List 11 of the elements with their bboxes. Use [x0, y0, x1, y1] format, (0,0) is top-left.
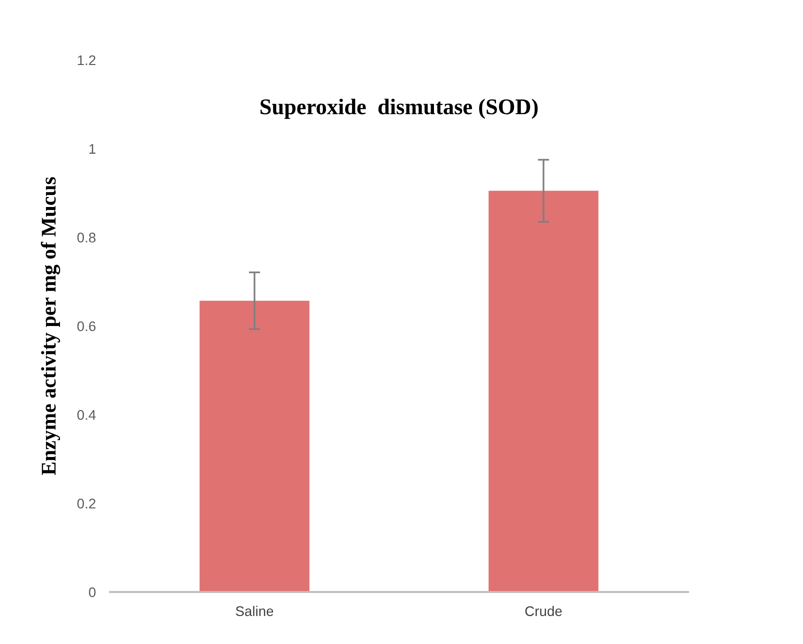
y-axis-title: Enzyme activity per mg of Mucus	[40, 177, 60, 476]
y-tick-label: 0.8	[77, 232, 96, 243]
y-tick-label: 1	[89, 144, 96, 154]
x-tick-label: Saline	[236, 606, 274, 616]
x-tick-label: Crude	[525, 606, 562, 616]
y-tick-label: 0.4	[77, 410, 96, 420]
y-tick-label: 0.6	[77, 321, 96, 332]
text: Superoxide dismutase (SOD)	[260, 98, 538, 119]
y-tick-label: 1.2	[78, 55, 96, 66]
y-tick-label: 0.2	[77, 498, 96, 509]
y-tick-label: 0	[88, 587, 96, 598]
